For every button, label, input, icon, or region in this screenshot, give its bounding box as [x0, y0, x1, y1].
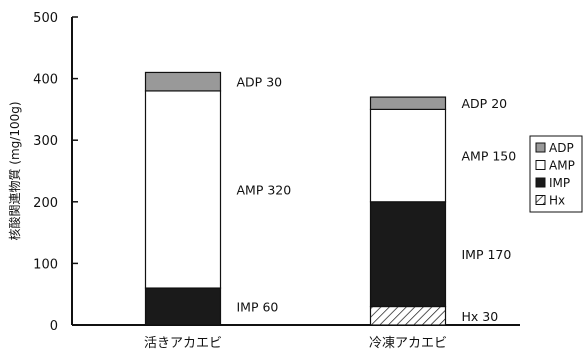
- y-tick-label: 200: [33, 196, 58, 211]
- data-label: AMP 320: [237, 182, 292, 197]
- data-label: ADP 30: [237, 75, 283, 90]
- legend-swatch-hx: [535, 195, 546, 205]
- bar-annotations: IMP 60 AMP 320 ADP 30 Hx 30 IMP 170 AMP 150 AD…: [237, 75, 517, 324]
- legend-swatch-adp: [535, 142, 546, 153]
- bar-segment-adp: [144, 71, 222, 92]
- bar-segment-adp: [369, 96, 447, 111]
- y-tick-label: 400: [33, 73, 58, 88]
- legend-label: AMP: [549, 159, 575, 173]
- y-axis-title: 核酸関連物質 (mg/100g): [7, 101, 22, 240]
- bar-segment-amp: [144, 90, 222, 289]
- data-label: AMP 150: [462, 149, 517, 164]
- legend-swatch-imp: [535, 177, 546, 188]
- y-tick-label: 100: [33, 257, 58, 272]
- y-tick-label: 300: [33, 134, 58, 149]
- legend-label: Hx: [549, 194, 565, 208]
- axes: 0 100 200 300 400 500 核酸関連物質 (mg/100g) 活きアカエビ 冷凍…: [7, 11, 520, 351]
- legend-label: ADP: [549, 141, 574, 155]
- data-label: Hx 30: [462, 309, 499, 324]
- legend: ADP AMP IMP Hx: [529, 135, 583, 213]
- y-tick-label: 0: [50, 319, 58, 334]
- bars: [144, 71, 447, 326]
- bar-segment-amp: [369, 108, 447, 203]
- x-category-label: 活きアカエビ: [144, 336, 222, 351]
- x-category-label: 冷凍アカエビ: [369, 335, 447, 351]
- y-tick-label: 500: [33, 11, 58, 26]
- legend-swatch-amp: [535, 160, 546, 170]
- data-label: IMP 170: [462, 247, 512, 262]
- bar-segment-hx: [369, 305, 447, 326]
- bar-segment-imp: [369, 201, 447, 308]
- data-label: ADP 20: [462, 96, 508, 111]
- bar-segment-imp: [144, 287, 222, 326]
- data-label: IMP 60: [237, 300, 279, 315]
- legend-label: IMP: [549, 176, 570, 190]
